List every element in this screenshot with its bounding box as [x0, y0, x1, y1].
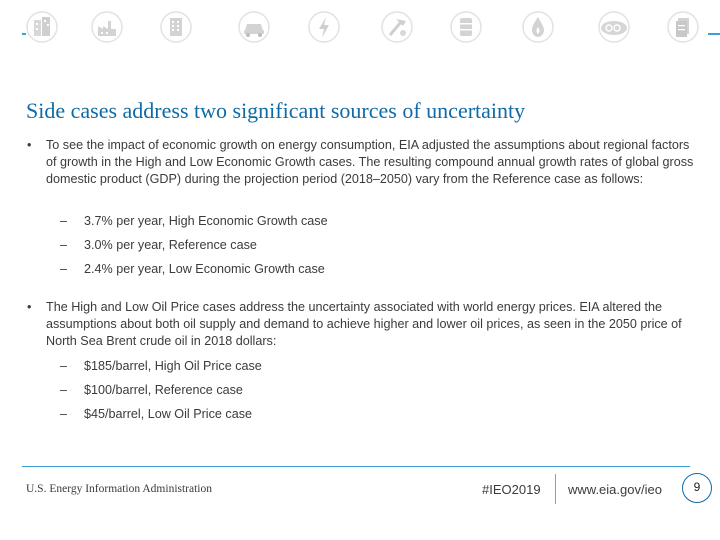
sub-item-text: $45/barrel, Low Oil Price case	[84, 407, 252, 421]
dash: –	[60, 407, 68, 421]
sub-item: – $45/barrel, Low Oil Price case	[60, 407, 252, 421]
sub-item: – 3.7% per year, High Economic Growth cas…	[60, 214, 328, 228]
dash: –	[60, 262, 68, 276]
page-number: 9	[682, 473, 712, 503]
sub-item-text: 3.7% per year, High Economic Growth case	[84, 214, 328, 228]
office-building-icon	[160, 10, 192, 44]
footer-separator	[555, 474, 556, 504]
lightning-bolt-icon	[308, 10, 340, 44]
sub-item-text: $100/barrel, Reference case	[84, 383, 243, 397]
document-icon	[667, 10, 699, 44]
dash: –	[60, 383, 68, 397]
bullet-text: The High and Low Oil Price cases address…	[46, 300, 682, 348]
slide-title: Side cases address two significant sourc…	[26, 98, 526, 123]
bullet-dot: •	[27, 138, 32, 152]
sub-item: – 3.0% per year, Reference case	[60, 238, 257, 252]
factory-icon	[91, 10, 123, 44]
buildings-icon	[26, 10, 58, 44]
flame-icon	[522, 10, 554, 44]
dash: –	[60, 238, 68, 252]
sub-item-text: 3.0% per year, Reference case	[84, 238, 257, 252]
footer-org-name: U.S. Energy Information Administration	[26, 483, 213, 495]
sub-item: – 2.4% per year, Low Economic Growth case	[60, 262, 325, 276]
sub-item-text: $185/barrel, High Oil Price case	[84, 359, 262, 373]
header-rule-right	[708, 33, 720, 35]
co2-icon	[594, 10, 634, 44]
dash: –	[60, 359, 68, 373]
header-rule-left	[22, 33, 26, 35]
footer-rule	[22, 466, 690, 467]
bullet-text: To see the impact of economic growth on …	[46, 138, 694, 186]
oil-barrel-icon	[450, 10, 482, 44]
footer-url: www.eia.gov/ieo	[568, 482, 662, 497]
dash: –	[60, 214, 68, 228]
hammer-pick-icon	[381, 10, 413, 44]
sub-item: – $100/barrel, Reference case	[60, 383, 243, 397]
sub-item: – $185/barrel, High Oil Price case	[60, 359, 262, 373]
footer-hashtag: #IEO2019	[482, 482, 541, 497]
header-icon-bar	[0, 0, 720, 62]
sub-item-text: 2.4% per year, Low Economic Growth case	[84, 262, 325, 276]
car-icon	[237, 10, 271, 44]
bullet-dot: •	[27, 300, 32, 314]
